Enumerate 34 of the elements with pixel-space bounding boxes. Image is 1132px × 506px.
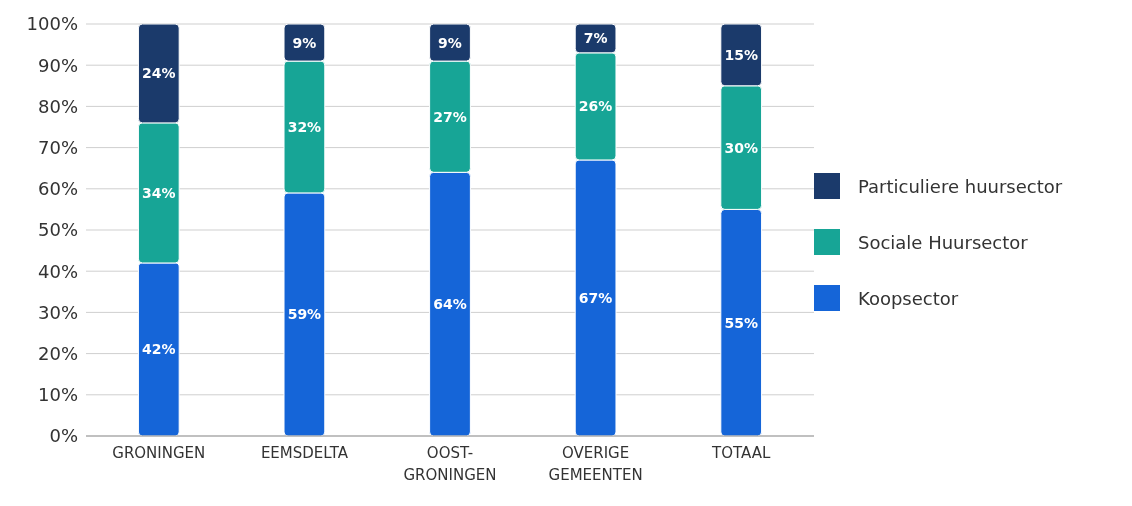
data-label: 24% <box>142 65 176 82</box>
y-tick-label: 70% <box>37 136 78 158</box>
y-tick-label: 100% <box>26 13 78 35</box>
x-tick-label: EEMSDELTA <box>260 444 349 462</box>
legend-label: Particuliere huursector <box>858 175 1063 197</box>
data-label: 27% <box>433 108 467 125</box>
data-label: 9% <box>292 34 317 51</box>
y-tick-label: 60% <box>37 178 78 200</box>
x-tick-label: TOTAAL <box>711 444 771 462</box>
y-tick-label: 20% <box>37 342 78 364</box>
y-tick-label: 80% <box>37 95 78 117</box>
legend-label: Sociale Huursector <box>858 231 1028 253</box>
data-label: 30% <box>724 139 758 156</box>
x-tick-label: OVERIGE GEMEENTEN <box>548 444 643 484</box>
y-tick-label: 10% <box>37 384 78 406</box>
data-label: 67% <box>578 289 613 306</box>
data-label: 64% <box>433 296 467 313</box>
data-label: 42% <box>142 341 176 358</box>
legend-label: Koopsector <box>858 287 959 309</box>
data-label: 59% <box>287 306 322 323</box>
y-tick-label: 50% <box>37 219 78 241</box>
y-tick-label: 40% <box>37 260 78 282</box>
x-tick-label: OOST- GRONINGEN <box>403 444 497 484</box>
y-tick-label: 90% <box>37 54 78 76</box>
data-label: 15% <box>724 46 758 63</box>
y-tick-label: 30% <box>37 301 78 323</box>
data-label: 32% <box>287 118 322 135</box>
x-tick-label: GRONINGEN <box>112 444 206 462</box>
y-tick-label: 0% <box>49 425 78 447</box>
data-label: 55% <box>724 314 758 331</box>
data-label: 9% <box>438 34 462 51</box>
data-label: 26% <box>578 98 613 115</box>
data-label: 7% <box>583 30 608 47</box>
data-label: 34% <box>142 184 176 201</box>
